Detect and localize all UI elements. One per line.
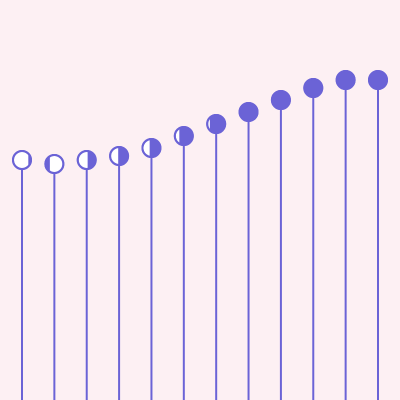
pin-11 (335, 70, 356, 400)
pin-ring (44, 154, 65, 174)
pin-phase-fill (240, 103, 258, 121)
pin-2 (44, 154, 65, 400)
pin-3 (76, 150, 97, 400)
pin-10 (303, 78, 324, 400)
pin-6 (173, 126, 194, 400)
pin-phase-fill (118, 147, 129, 165)
pin-7 (206, 114, 227, 400)
pin-8 (238, 102, 259, 400)
pin-ring (270, 90, 291, 110)
pins-layer (12, 70, 388, 400)
pin-phase-fill (336, 71, 355, 89)
pin-ring (141, 138, 162, 158)
pin-ring (368, 70, 388, 90)
pin-phase-fill (45, 155, 50, 173)
pin-ring (109, 146, 130, 166)
pin-ring (173, 126, 194, 146)
pin-phase-fill (271, 91, 290, 109)
pin-ring (206, 114, 227, 134)
pin-phase-fill (179, 127, 193, 145)
pin-12 (368, 70, 388, 400)
pin-ring (76, 150, 97, 170)
pin-ring (303, 78, 324, 98)
pin-phase-fill (28, 151, 31, 169)
pin-phase-fill (87, 151, 96, 169)
pin-ring (238, 102, 259, 122)
pin-phase-fill (369, 71, 387, 89)
pin-phase-fill (209, 115, 226, 133)
pin-ring (12, 150, 32, 170)
pin-phase-fill (149, 139, 161, 157)
pin-phase-fill (304, 79, 323, 97)
pin-ring (335, 70, 356, 90)
pin-4 (109, 146, 130, 400)
pin-5 (141, 138, 162, 400)
pin-1 (12, 150, 32, 400)
pin-9 (270, 90, 291, 400)
